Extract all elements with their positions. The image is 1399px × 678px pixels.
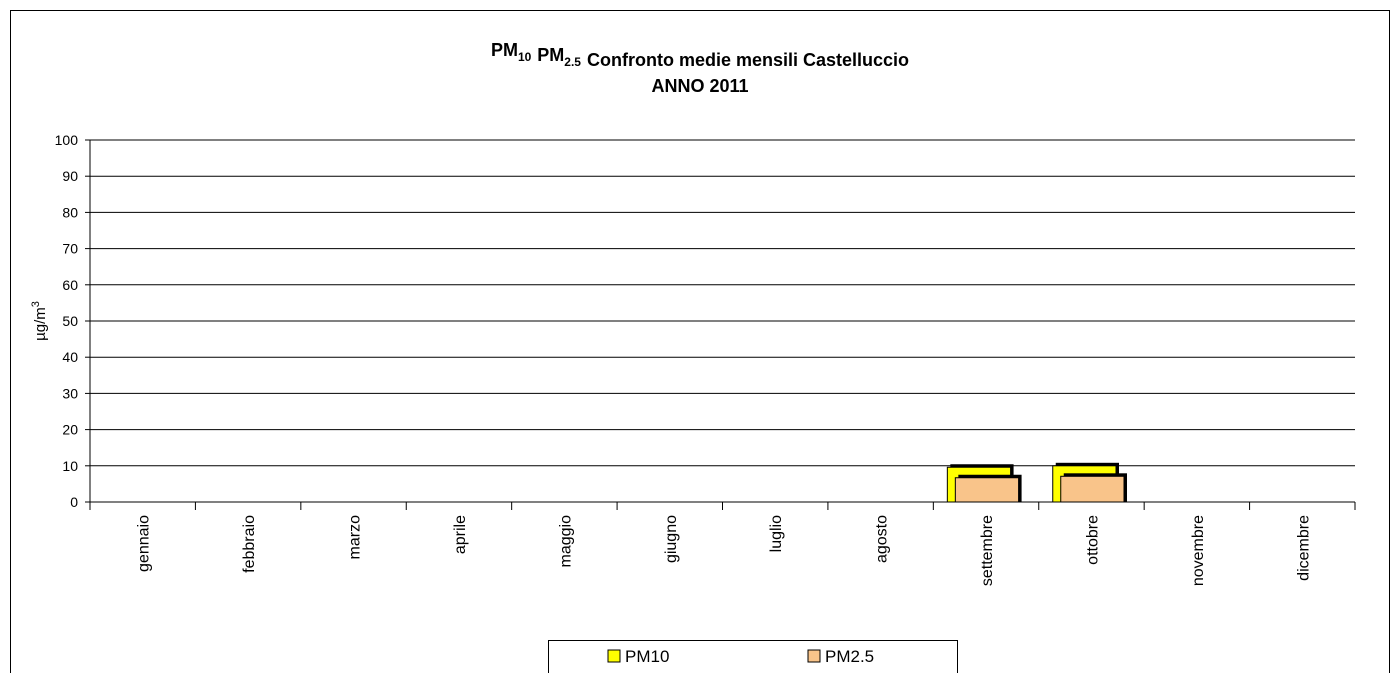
bar xyxy=(954,477,1020,503)
legend-label: PM10 xyxy=(625,647,669,666)
title-subscript: 2.5 xyxy=(564,55,581,69)
y-tick-label: 0 xyxy=(70,494,78,510)
y-tick-label: 40 xyxy=(62,349,78,365)
x-tick-label: dicembre xyxy=(1295,515,1312,581)
x-tick-label: marzo xyxy=(347,515,364,560)
x-tick-label: settembre xyxy=(979,515,996,586)
y-label-sup: 3 xyxy=(30,301,42,307)
title-text: Confronto medie mensili Castelluccio xyxy=(587,50,909,70)
legend-swatch xyxy=(807,649,821,663)
x-tick-label: luglio xyxy=(768,515,785,552)
x-tick-label: aprile xyxy=(452,515,469,554)
chart-subtitle: ANNO 2011 xyxy=(651,76,748,96)
x-tick-label: febbraio xyxy=(241,515,258,573)
y-tick-label: 90 xyxy=(62,168,78,184)
y-tick-label: 30 xyxy=(62,385,78,401)
y-axis-label: µg/m3 xyxy=(30,301,49,341)
x-tick-label: maggio xyxy=(557,515,574,568)
legend-label: PM2.5 xyxy=(825,647,874,666)
title-subscript: 10 xyxy=(518,50,532,64)
y-label-text: µg/m xyxy=(32,307,49,341)
x-tick-label: gennaio xyxy=(136,515,153,572)
y-tick-label: 100 xyxy=(55,132,79,148)
bar xyxy=(1060,475,1125,503)
x-tick-label: novembre xyxy=(1190,515,1207,586)
legend-swatch xyxy=(607,649,621,663)
title-text: PM xyxy=(537,45,564,65)
y-tick-label: 20 xyxy=(62,422,78,438)
chart-title: PM10 PM2.5 Confronto medie mensili Castell… xyxy=(491,40,909,70)
chart-border xyxy=(10,10,1390,678)
y-tick-label: 10 xyxy=(62,458,78,474)
x-tick-label: giugno xyxy=(663,515,680,563)
y-tick-label: 80 xyxy=(62,204,78,220)
x-tick-label: agosto xyxy=(874,515,891,563)
y-tick-label: 60 xyxy=(62,277,78,293)
y-tick-label: 70 xyxy=(62,241,78,257)
x-tick-label: ottobre xyxy=(1084,515,1101,565)
title-text: PM xyxy=(491,40,518,60)
y-tick-label: 50 xyxy=(62,313,78,329)
